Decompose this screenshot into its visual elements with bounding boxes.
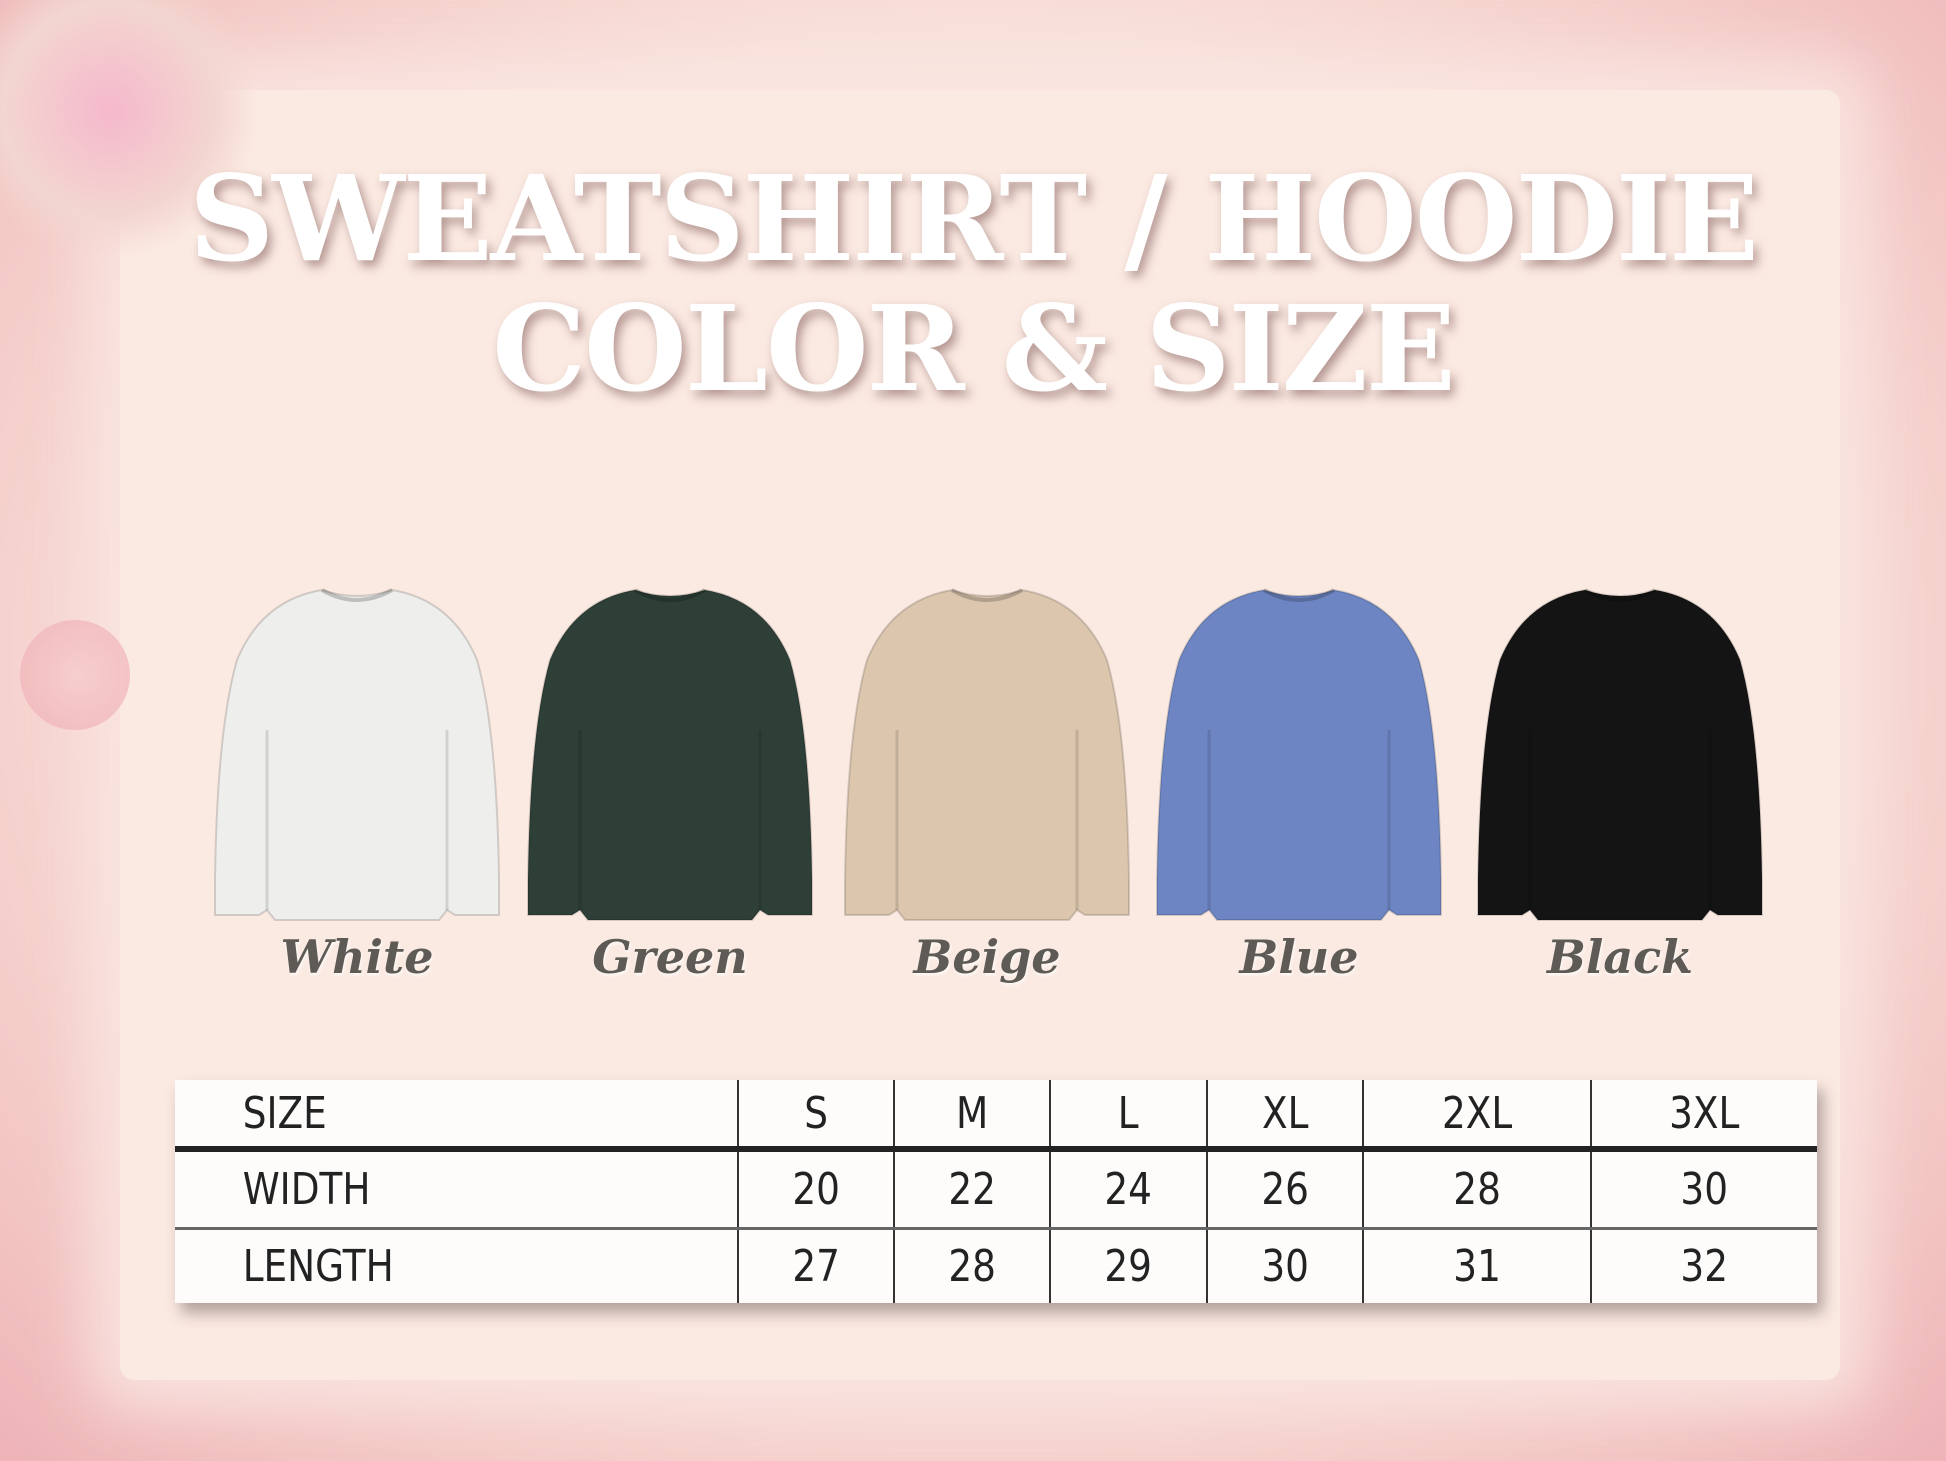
table-cell: 28: [1379, 1149, 1575, 1230]
header-cell: M: [904, 1080, 1039, 1152]
table-header-row: SIZE S M L XL 2XL 3XL: [175, 1080, 1817, 1152]
header-cell: 2XL: [1379, 1080, 1575, 1152]
table-cell: 32: [1607, 1228, 1801, 1303]
table-cell: 29: [1061, 1228, 1196, 1303]
sweatshirt-white-image: [214, 588, 500, 921]
table-cell: 28: [904, 1228, 1039, 1303]
header-cell: 3XL: [1607, 1080, 1801, 1152]
header-cell: L: [1061, 1080, 1196, 1152]
title-line-1: SWEATSHIRT / HOODIE: [188, 149, 1759, 288]
color-label: Blue: [1239, 930, 1359, 984]
table-cell: 20: [748, 1149, 883, 1230]
table-cell: 22: [904, 1149, 1039, 1230]
table-cell: 24: [1061, 1149, 1196, 1230]
table-cell: 27: [748, 1228, 883, 1303]
sweatshirt-green-image: [527, 588, 813, 921]
table-cell: 30: [1607, 1149, 1801, 1230]
color-label: Green: [592, 930, 748, 984]
color-label: White: [280, 930, 434, 984]
row-label: LENGTH: [242, 1240, 394, 1292]
sweatshirt-black-image: [1477, 588, 1763, 921]
table-cell: 30: [1217, 1228, 1352, 1303]
button-decoration: [20, 620, 130, 730]
table-row-length: LENGTH 27 28 29 30 31 32: [175, 1228, 1817, 1303]
color-label: Black: [1546, 930, 1694, 984]
sweatshirt-beige-image: [844, 588, 1130, 921]
table-row-width: WIDTH 20 22 24 26 28 30: [175, 1149, 1817, 1230]
table-cell: 31: [1379, 1228, 1575, 1303]
size-table: SIZE S M L XL 2XL 3XL WIDTH 20 22 24 26 …: [175, 1080, 1817, 1303]
header-cell: SIZE: [217, 1080, 696, 1152]
color-label: Beige: [913, 930, 1061, 984]
header-cell: S: [748, 1080, 883, 1152]
sweatshirt-blue-image: [1156, 588, 1442, 921]
row-label: WIDTH: [217, 1149, 696, 1230]
header-cell: XL: [1217, 1080, 1352, 1152]
table-cell: 26: [1217, 1149, 1352, 1230]
title-line-2: COLOR & SIZE: [492, 279, 1456, 418]
